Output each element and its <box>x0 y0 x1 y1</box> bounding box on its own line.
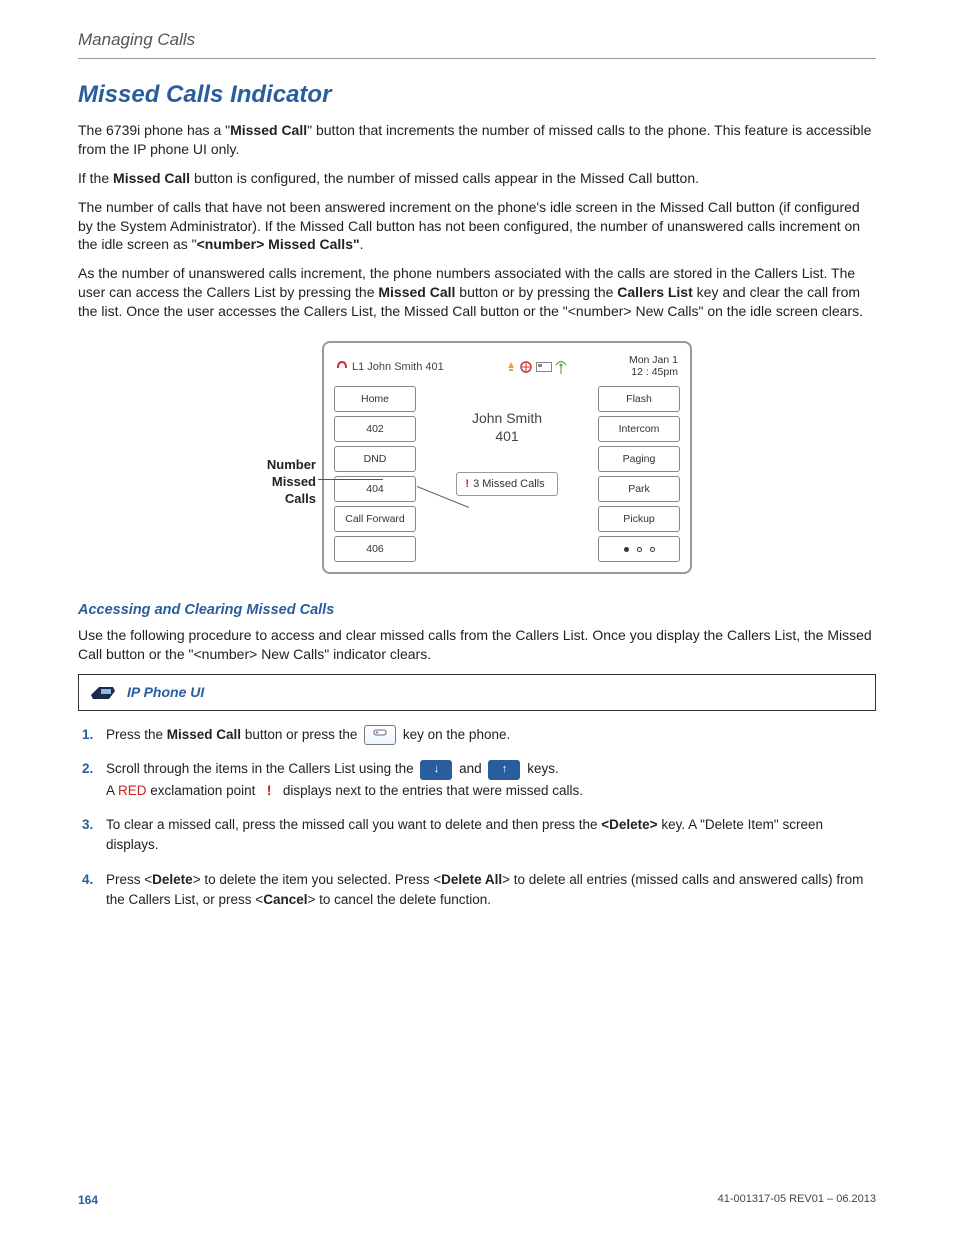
card-icon <box>536 362 552 372</box>
dot-active-icon <box>624 547 629 552</box>
bell-icon <box>505 361 517 373</box>
text: Calls <box>285 491 316 506</box>
bold-text: Delete All <box>441 872 502 887</box>
bold-text: Callers List <box>617 284 692 300</box>
missed-calls-text: 3 Missed Calls <box>473 478 545 490</box>
text: The 6739i phone has a " <box>78 122 230 138</box>
exclamation-icon: ! <box>262 780 276 801</box>
display-name: John Smith <box>422 410 592 426</box>
text: button or press the <box>241 727 361 742</box>
phone-grid: Home 402 DND 404 Call Forward 406 John S… <box>334 386 680 562</box>
antenna-icon <box>555 360 567 374</box>
status-icons <box>505 360 567 374</box>
status-bar: L1 John Smith 401 Mon Jan 1 12 : 45pm <box>334 355 680 386</box>
softkey[interactable]: Park <box>598 476 680 502</box>
status-datetime: Mon Jan 1 12 : 45pm <box>629 355 678 378</box>
text: Press < <box>106 872 152 887</box>
step-item: To clear a missed call, press the missed… <box>82 815 876 856</box>
subheading: Accessing and Clearing Missed Calls <box>78 602 876 618</box>
callers-list-key-icon <box>364 725 396 745</box>
callout-line <box>318 479 383 480</box>
text: keys. <box>523 761 558 776</box>
intro-paragraph-1: The 6739i phone has a "Missed Call" butt… <box>78 121 876 159</box>
softkey[interactable]: Intercom <box>598 416 680 442</box>
page-footer: 164 41-001317-05 REV01 – 06.2013 <box>78 1193 876 1207</box>
dot-icon <box>650 547 655 552</box>
bold-text: Missed Call <box>167 727 241 742</box>
status-line-text: L1 John Smith 401 <box>352 361 444 373</box>
text: Press the <box>106 727 167 742</box>
page-number: 164 <box>78 1193 98 1207</box>
text: Number <box>267 457 316 472</box>
steps-list: Press the Missed Call button or press th… <box>78 725 876 910</box>
text: button or by pressing the <box>455 284 617 300</box>
bold-text: <number> Missed Calls" <box>197 236 360 252</box>
status-date: Mon Jan 1 <box>629 355 678 367</box>
step-item: Scroll through the items in the Callers … <box>82 759 876 801</box>
doc-id: 41-001317-05 REV01 – 06.2013 <box>718 1193 876 1207</box>
exclamation-icon: ! <box>465 478 469 490</box>
status-left: L1 John Smith 401 <box>336 360 444 373</box>
bold-text: Missed Call <box>113 170 190 186</box>
softkey[interactable]: Call Forward <box>334 506 416 532</box>
sub-intro-paragraph: Use the following procedure to access an… <box>78 626 876 664</box>
ip-box-label: IP Phone UI <box>127 684 204 700</box>
text: > to cancel the delete function. <box>307 892 491 907</box>
ip-phone-ui-box: IP Phone UI <box>78 674 876 711</box>
bold-text: Cancel <box>263 892 307 907</box>
bold-text: Missed Call <box>378 284 455 300</box>
softkey[interactable]: 406 <box>334 536 416 562</box>
down-arrow-key-icon: ↓ <box>420 760 452 780</box>
page-title: Missed Calls Indicator <box>78 81 876 109</box>
text: displays next to the entries that were m… <box>279 783 583 798</box>
text: key on the phone. <box>399 727 510 742</box>
right-softkeys: Flash Intercom Paging Park Pickup <box>598 386 680 562</box>
intro-paragraph-4: As the number of unanswered calls increm… <box>78 264 876 321</box>
softkey[interactable]: Pickup <box>598 506 680 532</box>
bold-text: <Delete> <box>601 817 657 832</box>
softkey[interactable]: Paging <box>598 446 680 472</box>
text: button is configured, the number of miss… <box>190 170 699 186</box>
missed-calls-button[interactable]: ! 3 Missed Calls <box>456 472 557 496</box>
red-text: RED <box>118 783 147 798</box>
text: and <box>455 761 485 776</box>
bold-text: Delete <box>152 872 193 887</box>
phone-diagram: Number Missed Calls L1 John Smith 401 Mo… <box>78 341 876 574</box>
left-softkeys: Home 402 DND 404 Call Forward 406 <box>334 386 416 562</box>
text: The number of calls that have not been a… <box>78 199 860 253</box>
text: . <box>360 236 364 252</box>
phone-icon <box>336 360 348 373</box>
text: Scroll through the items in the Callers … <box>106 761 417 776</box>
softkey[interactable]: 402 <box>334 416 416 442</box>
text: Missed <box>272 474 316 489</box>
header-rule <box>78 58 876 59</box>
bold-text: Missed Call <box>230 122 307 138</box>
section-header: Managing Calls <box>78 30 876 50</box>
softkey[interactable]: Flash <box>598 386 680 412</box>
text: > to delete the item you selected. Press… <box>193 872 441 887</box>
page-indicator[interactable] <box>598 536 680 562</box>
globe-icon <box>520 361 533 373</box>
step-item: Press <Delete> to delete the item you se… <box>82 870 876 911</box>
phone-screen: L1 John Smith 401 Mon Jan 1 12 : 45pm Ho… <box>322 341 692 574</box>
dot-icon <box>637 547 642 552</box>
text: If the <box>78 170 113 186</box>
intro-paragraph-3: The number of calls that have not been a… <box>78 198 876 255</box>
softkey[interactable]: DND <box>334 446 416 472</box>
up-arrow-key-icon: ↑ <box>488 760 520 780</box>
softkey[interactable]: Home <box>334 386 416 412</box>
intro-paragraph-2: If the Missed Call button is configured,… <box>78 169 876 188</box>
display-extension: 401 <box>422 428 592 444</box>
center-area: John Smith 401 ! 3 Missed Calls <box>422 386 592 562</box>
text: exclamation point <box>147 783 260 798</box>
step-item: Press the Missed Call button or press th… <box>82 725 876 745</box>
text: A <box>106 783 118 798</box>
status-time: 12 : 45pm <box>629 367 678 379</box>
callout-label: Number Missed Calls <box>246 457 316 508</box>
text: To clear a missed call, press the missed… <box>106 817 601 832</box>
phone-device-icon <box>89 681 117 704</box>
